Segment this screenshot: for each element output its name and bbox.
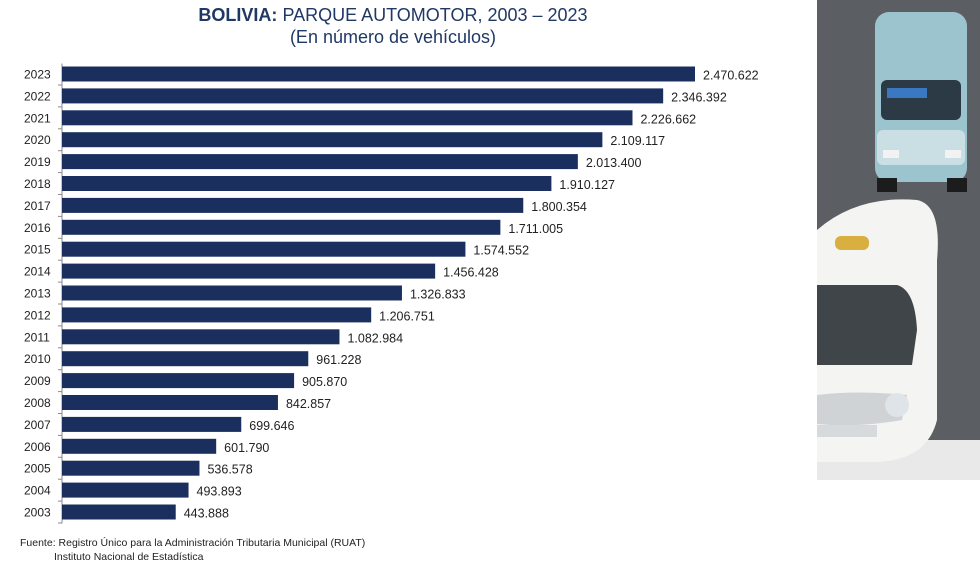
data-label: 1.456.428 (443, 266, 499, 280)
chart-title-bold: BOLIVIA: (198, 5, 278, 25)
data-label: 493.893 (197, 485, 242, 499)
bar-2004 (62, 482, 189, 498)
bar-2022 (62, 88, 664, 104)
minibus-icon (875, 12, 967, 192)
street-photo (817, 0, 980, 574)
y-tick-label: 2006 (24, 440, 51, 454)
y-tick-label: 2009 (24, 374, 51, 388)
data-label: 961.228 (316, 353, 361, 367)
data-label: 2.013.400 (586, 156, 642, 170)
data-label: 536.578 (207, 463, 252, 477)
bar-2003 (62, 504, 176, 520)
y-tick-label: 2005 (24, 462, 51, 476)
bar-2015 (62, 241, 466, 257)
y-tick-label: 2004 (24, 484, 51, 498)
bar-2016 (62, 219, 501, 235)
data-label: 443.888 (184, 507, 229, 521)
y-tick-label: 2011 (24, 330, 50, 344)
bar-2010 (62, 351, 309, 367)
y-tick-label: 2021 (24, 111, 51, 125)
data-label: 1.206.751 (379, 309, 435, 323)
data-label: 601.790 (224, 441, 269, 455)
data-label: 905.870 (302, 375, 347, 389)
y-tick-label: 2013 (24, 287, 51, 301)
chart-title-block: BOLIVIA: PARQUE AUTOMOTOR, 2003 – 2023 (… (0, 4, 786, 48)
y-tick-label: 2014 (24, 265, 51, 279)
bar-2017 (62, 197, 524, 213)
data-label: 2.109.117 (610, 134, 665, 148)
y-tick-label: 2012 (24, 308, 51, 322)
bar-2005 (62, 460, 200, 476)
bar-2018 (62, 176, 552, 191)
bar-2014 (62, 263, 436, 279)
chart-title: BOLIVIA: PARQUE AUTOMOTOR, 2003 – 2023 (0, 4, 786, 26)
y-tick-label: 2017 (24, 199, 51, 213)
taxi-car-icon (817, 199, 938, 462)
y-tick-label: 2022 (24, 89, 51, 103)
bar-2009 (62, 373, 295, 389)
data-label: 1.910.127 (559, 178, 615, 192)
bar-2011 (62, 329, 340, 345)
bar-2023 (62, 66, 695, 82)
y-tick-label: 2015 (24, 243, 51, 257)
data-label: 1.711.005 (508, 222, 563, 236)
data-label: 2.346.392 (671, 90, 727, 104)
y-tick-label: 2018 (24, 177, 51, 191)
data-label: 2.226.662 (640, 112, 696, 126)
data-label: 1.326.833 (410, 288, 466, 302)
bar-2007 (62, 416, 242, 432)
data-label: 1.082.984 (347, 331, 403, 345)
bar-2020 (62, 132, 603, 148)
source-line-1: Fuente: Registro Único para la Administr… (20, 537, 366, 549)
bar-2013 (62, 285, 402, 301)
bar-2006 (62, 438, 217, 454)
data-label: 2.470.622 (703, 69, 759, 83)
bar-2012 (62, 307, 372, 323)
bar-2008 (62, 395, 278, 410)
y-tick-label: 2003 (24, 506, 51, 520)
y-tick-label: 2010 (24, 352, 51, 366)
chart-subtitle: (En número de vehículos) (289, 27, 497, 47)
y-tick-label: 2023 (24, 68, 51, 82)
bar-2019 (62, 154, 578, 170)
y-tick-label: 2016 (24, 221, 51, 235)
data-label: 699.646 (249, 419, 294, 433)
source-line-2: Instituto Nacional de Estadística (54, 551, 204, 563)
y-tick-label: 2019 (24, 155, 51, 169)
data-label: 1.574.552 (473, 244, 529, 258)
bar-2021 (62, 110, 633, 126)
data-label: 1.800.354 (531, 200, 587, 214)
data-label: 842.857 (286, 397, 331, 411)
y-tick-label: 2020 (24, 133, 51, 147)
y-tick-label: 2008 (24, 396, 51, 410)
source-note: Fuente: Registro Único para la Administr… (20, 536, 365, 564)
y-tick-label: 2007 (24, 418, 51, 432)
bar-chart: 2023 2.470.622 2022 2.346.392 2021 2.226.662 2… (24, 63, 759, 524)
chart-title-rest: PARQUE AUTOMOTOR, 2003 – 2023 (282, 5, 588, 25)
